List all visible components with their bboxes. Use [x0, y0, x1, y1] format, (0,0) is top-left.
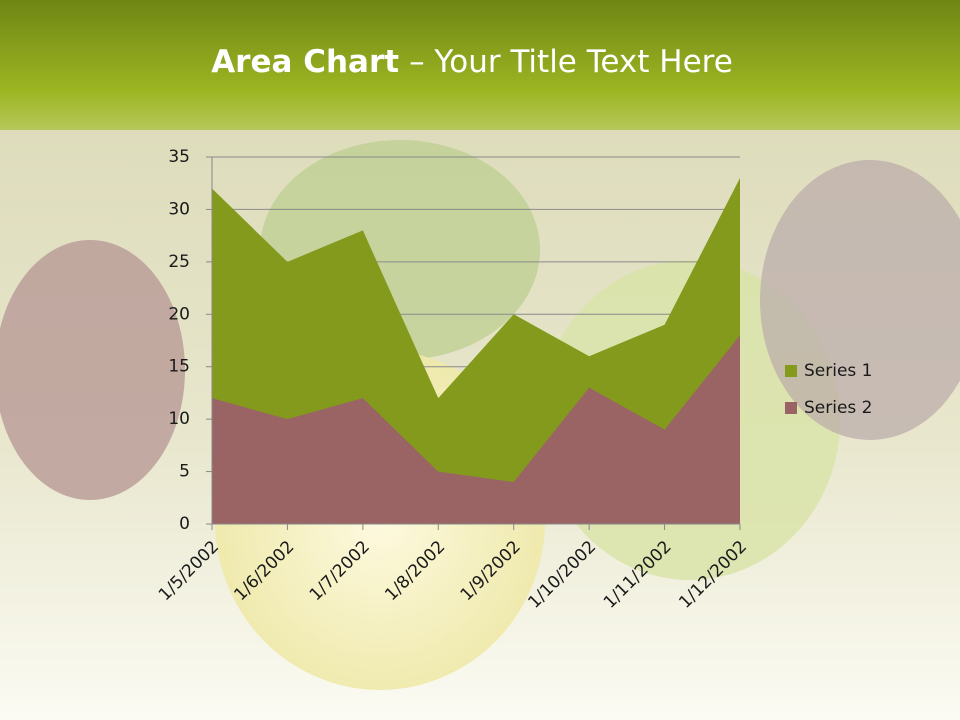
grapes-decor	[760, 160, 960, 440]
y-tick-label: 10	[168, 409, 190, 429]
y-tick-label: 5	[179, 462, 190, 482]
y-tick-label: 35	[168, 147, 190, 167]
y-tick-label: 25	[168, 252, 190, 272]
y-tick-label: 20	[168, 304, 190, 324]
legend-swatch	[785, 402, 797, 414]
y-tick-label: 15	[168, 357, 190, 377]
legend-swatch	[785, 365, 797, 377]
y-tick-label: 30	[168, 199, 190, 219]
legend-label: Series 2	[804, 398, 873, 418]
title-rest: – Your Title Text Here	[409, 44, 733, 80]
title-bold: Area Chart	[211, 44, 399, 80]
legend-label: Series 1	[804, 361, 873, 381]
apple-decor	[0, 240, 185, 500]
area	[212, 335, 740, 524]
slide-title: Area Chart – Your Title Text Here	[211, 44, 733, 80]
y-tick-label: 0	[179, 514, 190, 534]
header-band	[0, 0, 960, 130]
